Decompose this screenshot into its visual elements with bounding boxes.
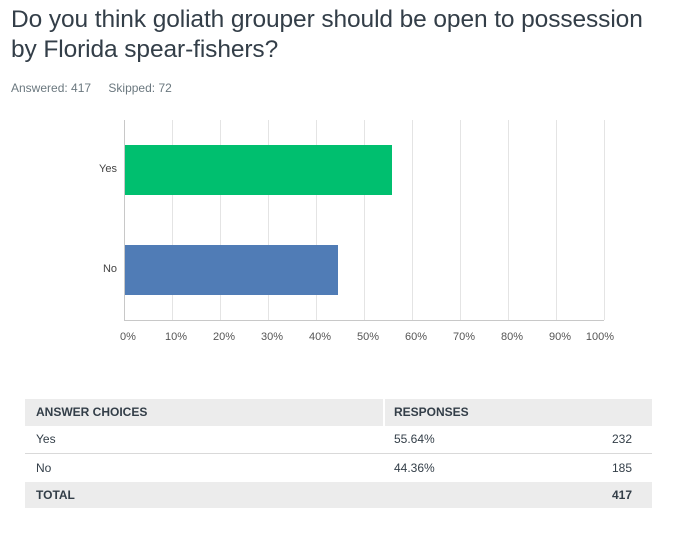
bar-no — [125, 245, 338, 295]
row-percent: 55.64% — [394, 432, 435, 446]
table-total-row: TOTAL 417 — [25, 482, 652, 508]
table-header: ANSWER CHOICES RESPONSES — [25, 399, 652, 426]
x-tick-label: 0% — [120, 331, 136, 343]
bar-yes — [125, 145, 393, 195]
gridline — [220, 120, 221, 320]
response-meta: Answered: 417 Skipped: 72 — [11, 81, 186, 95]
gridline — [412, 120, 413, 320]
gridline — [604, 120, 605, 320]
gridline — [460, 120, 461, 320]
answered-count: Answered: 417 — [11, 81, 92, 95]
gridline — [556, 120, 557, 320]
table-row: No 44.36% 185 — [25, 455, 652, 482]
x-tick-label: 20% — [212, 331, 236, 343]
header-divider — [383, 399, 385, 426]
question-title: Do you think goliath grouper should be o… — [11, 6, 643, 63]
category-label-yes: Yes — [99, 163, 117, 175]
gridline — [268, 120, 269, 320]
gridline — [172, 120, 173, 320]
x-tick-label: 80% — [500, 331, 524, 343]
x-tick-label: 60% — [404, 331, 428, 343]
row-choice: Yes — [36, 432, 56, 446]
total-count: 417 — [611, 488, 632, 502]
gridline — [364, 120, 365, 320]
x-tick-label: 10% — [164, 331, 188, 343]
header-answer-choices: ANSWER CHOICES — [36, 405, 148, 419]
gridline — [508, 120, 509, 320]
bar-chart: Yes No 0% 10% 20% 30% 40% 50% 60% 70% 80% 90% 100% — [99, 120, 615, 343]
x-axis-line — [124, 320, 604, 321]
total-label: TOTAL — [36, 488, 75, 502]
row-choice: No — [36, 461, 52, 475]
x-tick-label: 50% — [356, 331, 380, 343]
row-count: 232 — [611, 432, 632, 446]
row-count: 185 — [611, 461, 632, 475]
x-tick-label: 100% — [585, 331, 615, 343]
header-responses: RESPONSES — [394, 405, 469, 419]
category-label-no: No — [102, 263, 117, 275]
x-tick-label: 70% — [452, 331, 476, 343]
y-axis-line — [124, 120, 125, 320]
x-tick-label: 90% — [548, 331, 572, 343]
skipped-count: Skipped: 72 — [108, 81, 172, 95]
row-percent: 44.36% — [394, 461, 435, 475]
gridline — [316, 120, 317, 320]
x-tick-label: 40% — [308, 331, 332, 343]
x-tick-label: 30% — [260, 331, 284, 343]
table-row: Yes 55.64% 232 — [25, 426, 652, 454]
